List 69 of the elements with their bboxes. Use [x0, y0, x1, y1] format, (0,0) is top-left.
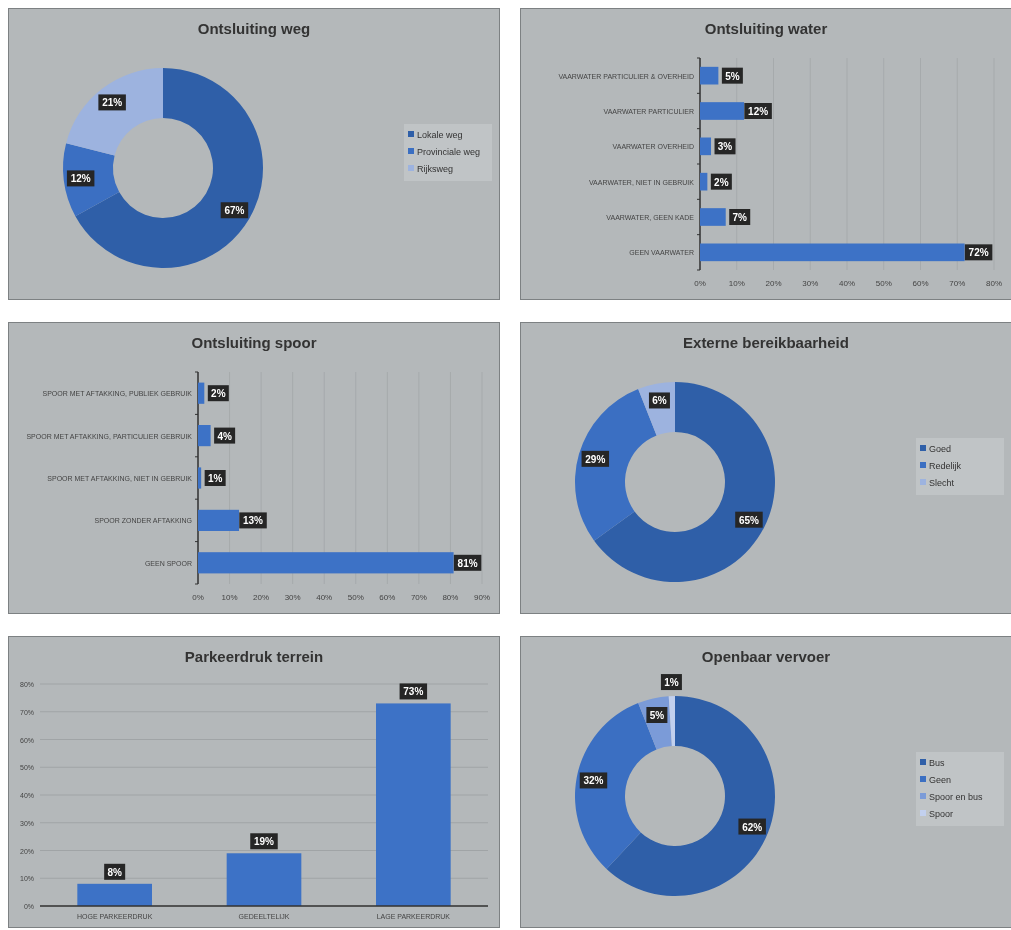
data-label: 32%: [583, 775, 604, 787]
x-tick-label: 30%: [802, 279, 819, 288]
bar: [700, 208, 726, 226]
chart-title: Ontsluiting spoor: [191, 334, 317, 351]
x-tick-label: 50%: [875, 279, 892, 288]
data-label: 2%: [211, 388, 226, 400]
bar: [226, 853, 302, 906]
donut-slice: [606, 696, 775, 896]
x-tick-label: 40%: [316, 593, 333, 602]
chart-title: Ontsluiting water: [704, 20, 828, 37]
data-label: 6%: [652, 395, 667, 407]
data-label: 3%: [717, 141, 733, 153]
data-label: 13%: [243, 515, 264, 527]
bar: [77, 883, 152, 906]
x-tick-label: 80%: [442, 593, 459, 602]
x-tick-label: 0%: [694, 279, 706, 288]
x-tick-label: 40%: [838, 279, 856, 288]
bar: [198, 425, 211, 447]
data-label: 65%: [738, 514, 760, 526]
x-tick-label: 20%: [253, 593, 270, 602]
data-label: 4%: [217, 430, 232, 442]
data-label: 72%: [968, 247, 989, 259]
x-tick-label: 70%: [410, 593, 427, 602]
data-label: 19%: [253, 836, 275, 848]
data-label: 1%: [207, 473, 223, 484]
data-label: 12%: [748, 106, 769, 117]
legend-label: Rijksweg: [417, 164, 454, 174]
donut-slice: [668, 696, 675, 747]
data-label: 73%: [403, 686, 424, 698]
x-tick-label: 10%: [221, 593, 238, 602]
legend-label: Spoor en bus: [929, 792, 984, 802]
x-tick-label: 0%: [192, 593, 204, 602]
legend-label: Spoor: [929, 809, 954, 819]
x-tick-label: 10%: [728, 279, 745, 288]
data-label: 8%: [107, 866, 122, 878]
x-tick-label: 80%: [985, 279, 1003, 288]
data-label: 12%: [70, 173, 91, 185]
data-label: 21%: [102, 97, 123, 109]
data-label: 2%: [714, 176, 729, 188]
data-label: 81%: [457, 557, 478, 569]
x-tick-label: 70%: [949, 279, 966, 288]
x-tick-label: 60%: [912, 279, 929, 288]
legend-label: Goed: [929, 444, 952, 454]
x-tick-label: 50%: [347, 593, 364, 602]
data-label: 7%: [732, 212, 748, 223]
x-tick-label: 30%: [284, 593, 301, 602]
legend-label: Geen: [929, 775, 952, 785]
chart-title: Openbaar vervoer: [701, 648, 831, 665]
data-label: 5%: [649, 710, 665, 721]
data-label: 1%: [664, 677, 679, 689]
legend-label: Bus: [929, 758, 946, 768]
bar: [700, 137, 712, 156]
legend-label: Redelijk: [929, 461, 962, 471]
legend-label: Provinciale weg: [417, 147, 481, 157]
donut-slice: [66, 68, 163, 156]
x-tick-label: 60%: [379, 593, 396, 602]
data-label: 62%: [742, 821, 763, 833]
chart-title: Parkeerdruk terrein: [184, 648, 324, 665]
data-label: 67%: [224, 205, 245, 217]
data-label: 5%: [725, 70, 740, 82]
chart-title: Ontsluiting weg: [197, 20, 311, 37]
x-tick-label: 20%: [765, 279, 782, 288]
bar: [376, 703, 451, 906]
data-label: 29%: [585, 453, 606, 465]
legend-label: Slecht: [929, 478, 955, 488]
bar: [198, 467, 202, 489]
chart-title: Externe bereikbaarheid: [683, 334, 849, 351]
x-tick-label: 90%: [473, 593, 491, 602]
legend-label: Lokale weg: [417, 130, 463, 140]
